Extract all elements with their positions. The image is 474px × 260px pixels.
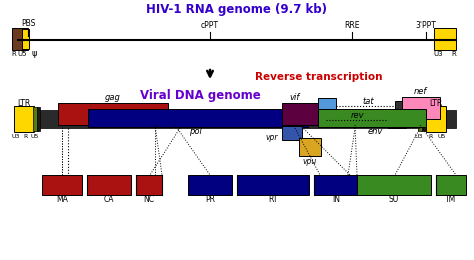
Text: vpu: vpu [303,158,317,166]
Bar [33,107,38,131]
Bar [318,109,426,127]
Bar [357,175,431,195]
Text: 3'PPT: 3'PPT [416,22,437,30]
Bar [422,107,426,131]
Text: U3: U3 [415,134,423,140]
Bar [282,126,302,140]
Bar [402,97,440,119]
Text: SU: SU [389,196,399,205]
Bar [314,175,358,195]
Text: U5: U5 [17,51,27,57]
Bar [395,101,405,115]
Bar [136,175,162,195]
Text: HIV-1 RNA genome (9.7 kb): HIV-1 RNA genome (9.7 kb) [146,3,328,16]
Text: gag: gag [105,93,121,101]
Bar [299,138,321,156]
Text: vif: vif [290,93,300,101]
Bar [388,114,406,128]
Text: RT: RT [268,196,278,205]
Text: nef: nef [413,87,427,95]
Bar [436,175,466,195]
Bar [282,103,318,125]
Text: IN: IN [332,196,340,205]
Text: LTR: LTR [18,100,31,108]
Text: U3: U3 [12,134,20,140]
Bar [237,175,309,195]
Text: PBS: PBS [21,20,35,29]
Bar [58,103,168,125]
Text: U5: U5 [31,134,39,140]
Text: MA: MA [56,196,68,205]
Text: vpr: vpr [266,133,278,141]
Text: R: R [429,134,433,140]
Bar [12,28,28,50]
Bar [18,110,456,128]
Text: CA: CA [104,196,114,205]
Text: env: env [367,127,383,136]
Text: tat: tat [362,98,374,107]
Bar [318,114,326,126]
Text: R: R [452,51,456,57]
Text: rev: rev [351,112,365,120]
Bar [426,106,446,132]
Text: R: R [12,51,17,57]
Bar [418,107,422,131]
Text: LTR: LTR [429,100,443,108]
Bar [88,109,308,127]
Text: U5: U5 [438,134,446,140]
Bar [37,107,40,131]
Bar [434,28,456,50]
Text: PR: PR [205,196,215,205]
Text: Viral DNA genome: Viral DNA genome [140,88,260,101]
Bar [14,106,34,132]
Text: NC: NC [144,196,155,205]
Text: U3: U3 [433,51,443,57]
Text: RRE: RRE [344,22,360,30]
Text: Reverse transcription: Reverse transcription [255,72,383,82]
Bar [87,175,131,195]
Text: cPPT: cPPT [201,22,219,30]
Bar [188,175,232,195]
Text: TM: TM [446,196,456,205]
Bar [318,98,336,114]
Text: ψ: ψ [31,49,37,58]
Bar [42,175,82,195]
Text: R: R [24,134,28,140]
Bar [22,29,29,49]
Text: pol: pol [189,127,201,136]
